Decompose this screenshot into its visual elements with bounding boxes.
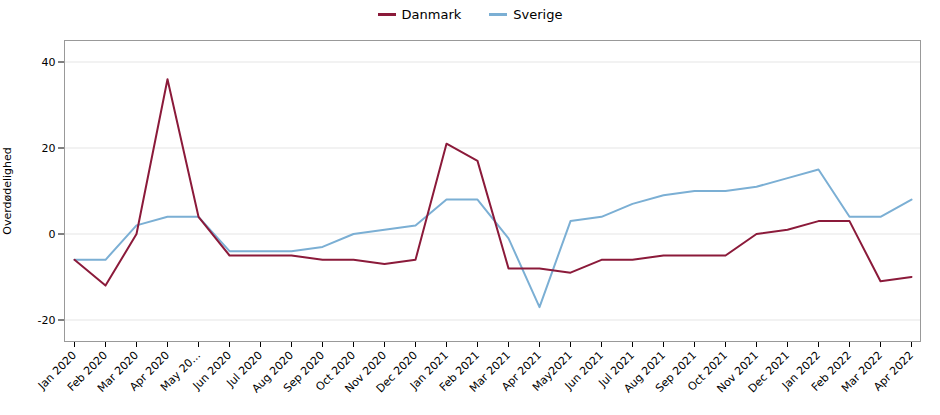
svg-text:Jan 2020: Jan 2020 bbox=[35, 348, 80, 393]
svg-text:Jun 2021: Jun 2021 bbox=[562, 349, 606, 393]
svg-text:Apr 2022: Apr 2022 bbox=[871, 349, 916, 394]
html-text:Sverige: Sverige bbox=[513, 6, 563, 22]
svg-text:Feb 2021: Feb 2021 bbox=[436, 348, 483, 394]
svg-text:Apr 2020: Apr 2020 bbox=[127, 348, 173, 394]
svg-text:20: 20 bbox=[42, 142, 56, 155]
svg-text:0: 0 bbox=[49, 228, 56, 241]
svg-text:Mar 2020: Mar 2020 bbox=[95, 348, 142, 395]
svg-text:Overdødelighed: Overdødelighed bbox=[1, 147, 14, 235]
svg-text:Jul 2020: Jul 2020 bbox=[224, 348, 266, 390]
svg-text:Dec 2020: Dec 2020 bbox=[373, 348, 421, 396]
svg-text:Aug 2020: Aug 2020 bbox=[249, 348, 297, 396]
svg-text:Feb 2022: Feb 2022 bbox=[808, 348, 855, 394]
svg-text:Sep 2020: Sep 2020 bbox=[281, 348, 328, 395]
svg-text:Sep 2021: Sep 2021 bbox=[653, 348, 700, 395]
svg-text:Aug 2021: Aug 2021 bbox=[621, 348, 669, 396]
svg-text:Jan 2021: Jan 2021 bbox=[407, 348, 452, 393]
svg-text:-20: -20 bbox=[38, 314, 56, 327]
svg-text:Mar 2021: Mar 2021 bbox=[467, 348, 514, 395]
svg-text:Jun 2020: Jun 2020 bbox=[190, 349, 234, 393]
svg-text:40: 40 bbox=[42, 56, 56, 69]
svg-text:Nov 2021: Nov 2021 bbox=[714, 348, 762, 396]
svg-text:Jul 2021: Jul 2021 bbox=[596, 348, 638, 390]
svg-text:Apr 2021: Apr 2021 bbox=[499, 348, 545, 394]
svg-text:Oct 2020: Oct 2020 bbox=[313, 348, 359, 394]
svg-text:Oct 2021: Oct 2021 bbox=[685, 348, 731, 394]
html-text:Danmark: Danmark bbox=[401, 6, 462, 22]
svg-text:Dec 2021: Dec 2021 bbox=[745, 348, 793, 396]
svg-text:Feb 2020: Feb 2020 bbox=[64, 348, 111, 394]
svg-text:May2021: May2021 bbox=[530, 348, 576, 394]
svg-text:Mar 2022: Mar 2022 bbox=[839, 348, 886, 395]
svg-text:Jan 2022: Jan 2022 bbox=[779, 348, 824, 393]
svg-text:Nov 2020: Nov 2020 bbox=[342, 348, 390, 396]
svg-text:May 20...: May 20... bbox=[158, 348, 204, 394]
